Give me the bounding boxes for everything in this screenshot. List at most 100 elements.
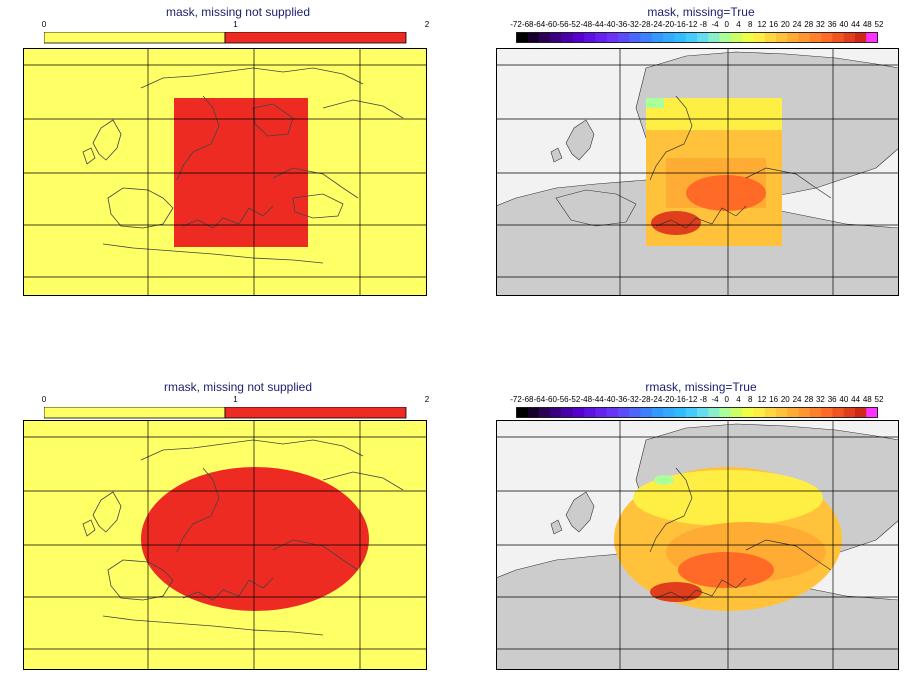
colorbar-cell <box>832 407 844 418</box>
colorbar-tick: -36 <box>615 20 628 29</box>
colorbar-tick: -48 <box>580 395 593 404</box>
colorbar-cell <box>843 32 856 43</box>
colorbar-tick: 32 <box>815 20 825 29</box>
colorbar-ticks: -72 -68 -64 -60 -56 -52 -48 -44 -40 -36 … <box>510 20 883 30</box>
masked-field <box>646 98 782 246</box>
field-band-north <box>646 98 782 130</box>
colorbar-segment-low <box>44 407 226 419</box>
coastlines <box>649 467 832 601</box>
map-plot <box>23 420 427 670</box>
colorbar-tick: -16 <box>674 20 686 29</box>
colorbar-tick: 48 <box>862 20 872 29</box>
colorbar-tick: 8 <box>747 395 753 404</box>
colorbar-cell <box>742 32 754 43</box>
colorbar-tick: 40 <box>839 395 849 404</box>
panel-title: mask, missing=True <box>647 5 755 19</box>
colorbar-tick: -20 <box>662 20 675 29</box>
colorbar-tick: 16 <box>769 395 779 404</box>
colorbar-tick: -28 <box>639 395 651 404</box>
colorbar-cell <box>821 32 833 43</box>
colorbar-tick: 28 <box>804 395 814 404</box>
colorbar-cell <box>595 32 608 43</box>
colorbar-tick: 2 <box>424 20 430 29</box>
panel-rmask-missing-true: rmask, missing=True -72 -68 -64 -60 -56 … <box>496 380 906 680</box>
panel-mask-missing-not-supplied: mask, missing not supplied 0 1 2 <box>23 5 453 305</box>
colorbar-cells <box>516 407 878 418</box>
colorbar-cell <box>516 407 529 418</box>
colorbar-cell <box>527 32 540 43</box>
colorbar-cell <box>516 32 529 43</box>
colorbar-cell <box>719 407 732 418</box>
colorbar-cell <box>697 32 709 43</box>
colorbar-cell <box>843 407 856 418</box>
colorbar-tick: 4 <box>736 20 741 29</box>
colorbar-tick: -64 <box>533 20 546 29</box>
colorbar-ticks: 0 1 2 <box>42 20 430 30</box>
colorbar-tick: 0 <box>724 20 729 29</box>
colorbar-cell <box>663 407 675 418</box>
map-frame <box>496 420 899 670</box>
coastlines <box>82 67 404 264</box>
colorbar-cell <box>606 32 619 43</box>
colorbar-cell <box>719 32 732 43</box>
colorbar-cell <box>753 32 765 43</box>
colorbar-cell <box>550 407 562 418</box>
colorbar-tick: -40 <box>603 20 616 29</box>
colorbar-tick: 48 <box>862 395 872 404</box>
colorbar-tick: -12 <box>685 20 698 29</box>
colorbar-cell <box>787 32 799 43</box>
colorbar-tick: -4 <box>711 395 719 404</box>
colorbar-cell <box>775 32 788 43</box>
colorbar-cell <box>572 407 585 418</box>
coastlines <box>649 95 832 229</box>
colorbar-cell <box>708 32 720 43</box>
graticule <box>496 48 899 296</box>
colorbar-cell <box>697 407 709 418</box>
colorbar-tick: -60 <box>545 20 557 29</box>
colorbar-cell <box>629 407 641 418</box>
colorbar-tick: -72 <box>510 395 522 404</box>
colorbar-cell <box>809 407 822 418</box>
colorbar-cell <box>866 32 878 43</box>
colorbar-cell <box>629 32 641 43</box>
map-frame <box>23 48 427 296</box>
colorbar-cell <box>685 407 698 418</box>
colorbar-tick: -52 <box>568 395 581 404</box>
colorbar-tick: 0 <box>724 395 729 404</box>
colorbar-cell <box>832 32 844 43</box>
graticule <box>23 48 427 296</box>
colorbar-tick: 36 <box>827 395 837 404</box>
colorbar-tick: 0 <box>41 395 47 404</box>
graticule <box>496 420 899 670</box>
panel-title: rmask, missing=True <box>645 380 757 394</box>
colorbar-cell <box>595 407 608 418</box>
colorbar-cell <box>527 407 540 418</box>
colorbar-cell <box>561 32 574 43</box>
colorbar-cell <box>584 32 596 43</box>
colorbar-tick: -24 <box>650 20 663 29</box>
colorbar-tick: -44 <box>592 20 604 29</box>
colorbar-tick: 24 <box>792 395 802 404</box>
colorbar-tick: -60 <box>545 395 557 404</box>
colorbar-tick: -68 <box>521 20 534 29</box>
colorbar-ticks: -72 -68 -64 -60 -56 -52 -48 -44 -40 -36 … <box>510 395 883 405</box>
colorbar-cell <box>539 407 551 418</box>
colorbar-cell <box>854 32 867 43</box>
map-plot <box>23 48 427 296</box>
colorbar-tick: 2 <box>424 395 430 404</box>
colorbar-tick: -32 <box>627 395 639 404</box>
field-hotspot <box>686 175 766 211</box>
map-frame <box>496 48 899 296</box>
colorbar-tick: 40 <box>839 20 849 29</box>
colorbar-ticks: 0 1 2 <box>41 395 430 405</box>
colorbar-tick: -36 <box>615 395 628 404</box>
colorbar-tick: -4 <box>711 20 719 29</box>
colorbar-tick: -48 <box>580 20 593 29</box>
colorbar-tick: -8 <box>699 20 707 29</box>
colorbar-tick: 1 <box>233 395 238 404</box>
binary-colorbar <box>44 407 407 419</box>
colorbar-cell <box>866 407 878 418</box>
colorbar-cell <box>640 32 653 43</box>
mask-region <box>174 98 308 247</box>
mask-region <box>141 467 369 611</box>
